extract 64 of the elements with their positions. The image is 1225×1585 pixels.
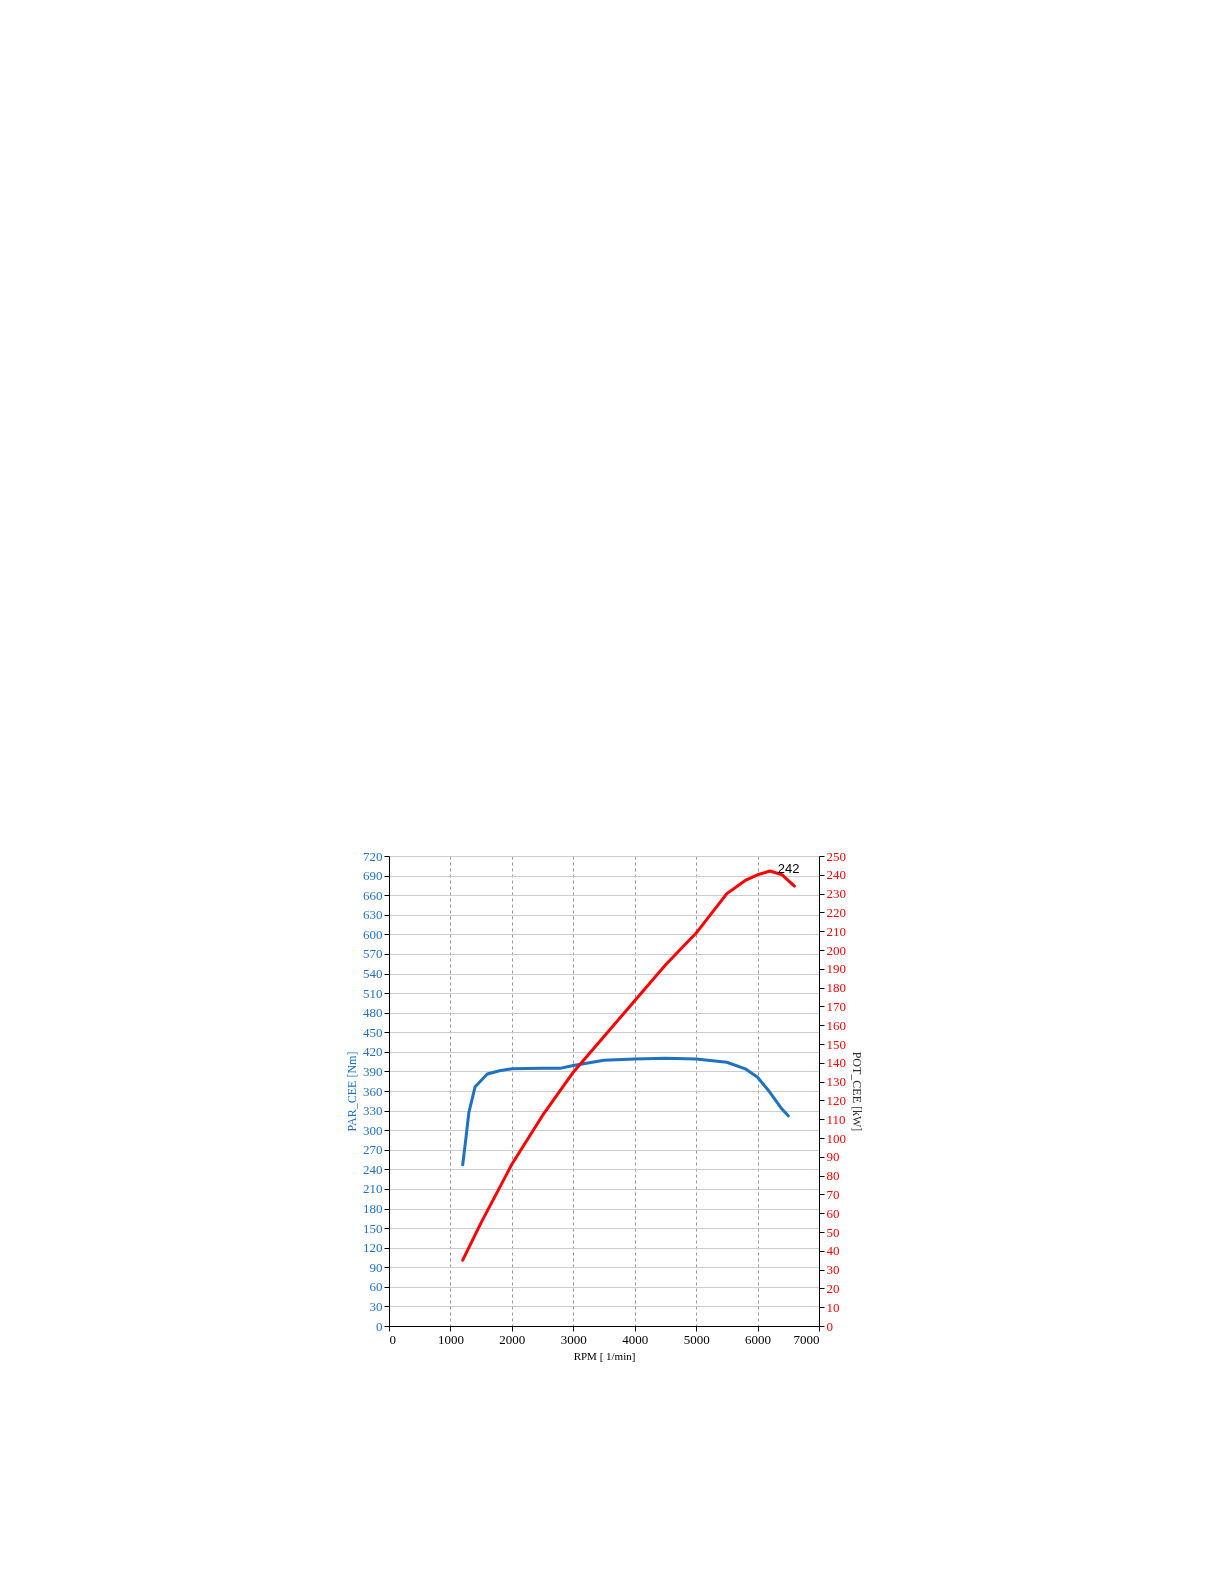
x-tick-label: 7000 xyxy=(793,1331,820,1347)
y2-tick-label: 120 xyxy=(826,1092,846,1108)
y2-tick-label: 20 xyxy=(826,1280,840,1296)
x-tick-label: 5000 xyxy=(683,1331,710,1347)
y-tick-label: 390 xyxy=(363,1063,383,1079)
y2-tick-label: 200 xyxy=(826,942,846,958)
y2-tick-label: 0 xyxy=(826,1318,833,1334)
y2-tick-label: 80 xyxy=(826,1168,840,1184)
line-series xyxy=(461,1056,790,1167)
y2-tick-label: 50 xyxy=(826,1224,840,1240)
y-tick-label: 180 xyxy=(363,1201,383,1216)
y-tick-label: 120 xyxy=(363,1240,383,1256)
y-tick-label: 630 xyxy=(363,907,383,923)
y2-tick-label: 250 xyxy=(826,848,846,864)
y-tick-label: 30 xyxy=(369,1298,383,1314)
x-tick-label: 0 xyxy=(389,1331,396,1347)
y2-tick-label: 170 xyxy=(826,998,846,1014)
y-tick-label: 540 xyxy=(363,966,383,981)
y2-tick-label: 140 xyxy=(826,1055,846,1071)
y2-tick-label: 190 xyxy=(826,961,846,977)
y2-tick-label: 30 xyxy=(826,1262,840,1278)
x-axis-title: RPM [ 1/min] xyxy=(573,1349,636,1362)
y-tick-label: 330 xyxy=(363,1103,383,1119)
y2-tick-label: 40 xyxy=(826,1243,840,1259)
y2-tick-label: 150 xyxy=(826,1036,846,1052)
y2-tick-label: 230 xyxy=(826,886,846,902)
y-tick-label: 480 xyxy=(363,1005,383,1021)
y2-tick-label: 110 xyxy=(826,1111,846,1127)
y2-tick-label: 240 xyxy=(826,867,846,883)
y2-tick-label: 130 xyxy=(826,1074,846,1090)
y-tick-label: 570 xyxy=(363,946,383,962)
x-tick-label: 3000 xyxy=(560,1331,587,1347)
y-tick-label: 210 xyxy=(363,1181,383,1197)
y-tick-label: 270 xyxy=(363,1142,383,1158)
y-tick-label: 240 xyxy=(363,1161,383,1177)
y-tick-label: 150 xyxy=(363,1220,383,1236)
y2-tick-label: 220 xyxy=(826,904,846,920)
y2-tick-label: 100 xyxy=(826,1130,846,1146)
y2-tick-label: 160 xyxy=(826,1017,846,1033)
y-tick-label: 420 xyxy=(363,1044,383,1060)
y-axis-title: PAR_CEE [Nm] xyxy=(345,1051,359,1132)
annotation: 242 xyxy=(777,861,800,877)
y-tick-label: 90 xyxy=(369,1259,383,1275)
y-tick-label: 720 xyxy=(363,848,383,864)
y2-tick-label: 60 xyxy=(826,1205,840,1221)
y-tick-label: 510 xyxy=(363,985,383,1001)
y2-tick-label: 70 xyxy=(826,1186,840,1202)
y-tick-label: 60 xyxy=(369,1279,383,1295)
y2-axis-title: POT_CEE [kW] xyxy=(850,1051,864,1132)
y-tick-label: 690 xyxy=(363,868,383,884)
y2-tick-label: 10 xyxy=(826,1299,840,1315)
y-tick-label: 300 xyxy=(363,1122,383,1138)
y-tick-label: 360 xyxy=(363,1083,383,1099)
y2-tick-label: 210 xyxy=(826,923,846,939)
y-tick-label: 660 xyxy=(363,887,383,903)
y2-tick-label: 180 xyxy=(826,980,846,996)
x-tick-label: 4000 xyxy=(622,1331,649,1347)
y-tick-label: 0 xyxy=(376,1318,383,1334)
x-tick-label: 1000 xyxy=(437,1331,464,1347)
y-tick-label: 450 xyxy=(363,1024,383,1040)
y2-tick-label: 90 xyxy=(826,1149,840,1165)
y-tick-label: 600 xyxy=(363,926,383,942)
x-tick-label: 6000 xyxy=(745,1331,772,1347)
x-tick-label: 2000 xyxy=(499,1331,526,1347)
